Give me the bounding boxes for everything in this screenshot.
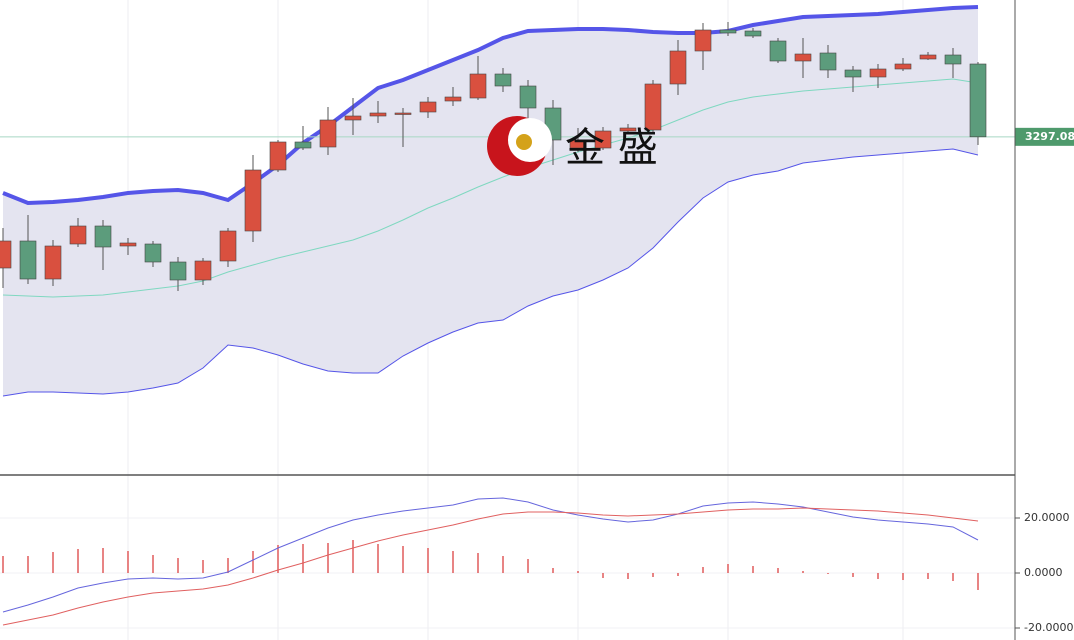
candle-body	[44, 245, 62, 280]
candle-body	[494, 73, 512, 87]
y-tick-label: -20.0000	[1024, 621, 1073, 634]
candle-body	[0, 240, 12, 269]
candle-body	[644, 83, 662, 131]
candle-body	[219, 230, 237, 262]
candle-body	[794, 53, 812, 62]
candle-body	[944, 54, 962, 65]
candle-body	[569, 139, 587, 149]
candle-body	[269, 141, 287, 171]
candle-body	[119, 242, 137, 247]
candle-body	[344, 115, 362, 121]
plot: 3297.080 20.0000 0.0000 -20.0000	[0, 5, 1074, 634]
macd-line	[2, 497, 979, 613]
candle-body	[469, 73, 487, 99]
candle-body	[144, 243, 162, 263]
price-label: 3297.080	[1025, 130, 1074, 143]
candle-body	[319, 119, 337, 148]
candle-body	[744, 30, 762, 37]
candle-body	[444, 96, 462, 102]
candle-body	[194, 260, 212, 281]
candle-body	[969, 63, 987, 138]
candle-body	[69, 225, 87, 245]
candle-body	[94, 225, 112, 248]
candle-body	[169, 261, 187, 281]
candle-body	[419, 101, 437, 113]
candle-body	[869, 68, 887, 78]
band-fill	[3, 7, 978, 396]
candle-body	[294, 141, 312, 149]
candle-body	[369, 112, 387, 117]
watermark: 金 盛	[565, 125, 658, 171]
logo-dot	[516, 134, 532, 150]
band-line	[2, 148, 979, 397]
candle-body	[519, 85, 537, 109]
logo: 金 盛	[487, 116, 658, 176]
candle-body	[394, 112, 412, 115]
candle-body	[19, 240, 37, 280]
candle-body	[819, 52, 837, 71]
candle-body	[719, 29, 737, 34]
band-line	[2, 78, 979, 298]
candle-body	[594, 130, 612, 149]
candle-body	[619, 127, 637, 132]
candle-body	[844, 69, 862, 78]
price-label-box	[1015, 127, 1074, 146]
band-line	[2, 5, 979, 206]
y-tick-label: 20.0000	[1024, 511, 1070, 524]
y-tick-label: 0.0000	[1024, 566, 1063, 579]
macd-line	[2, 507, 979, 626]
candle-body	[919, 54, 937, 60]
candle-body	[244, 169, 262, 232]
candle-body	[894, 63, 912, 70]
candle-body	[694, 29, 712, 52]
candle-body	[769, 40, 787, 62]
candle-body	[669, 50, 687, 85]
